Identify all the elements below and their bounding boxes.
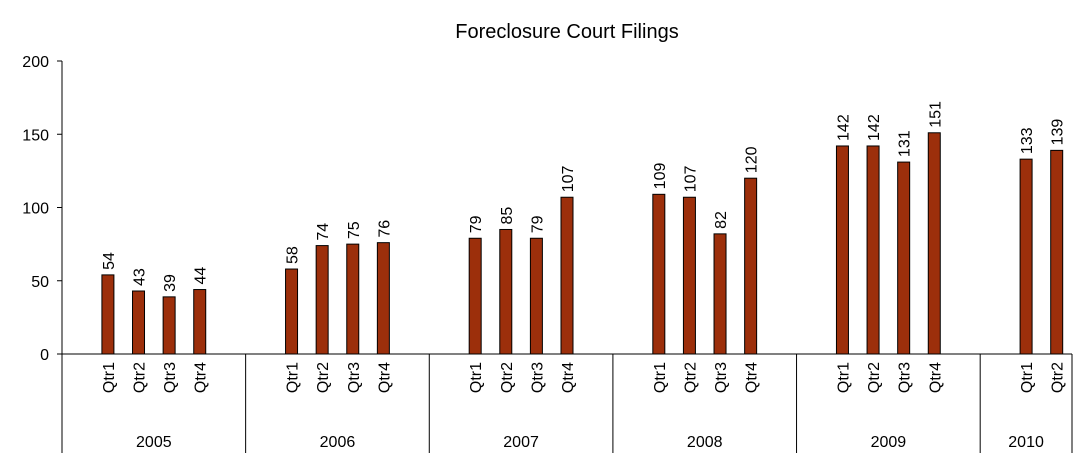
bar — [529, 237, 543, 355]
group-label: 2006 — [320, 434, 356, 451]
bar — [835, 145, 849, 355]
x-tick-label: Qtr1 — [101, 362, 118, 393]
x-tick-label: Qtr2 — [132, 362, 149, 393]
group-label: 2010 — [1008, 434, 1044, 451]
value-label: 75 — [346, 221, 363, 239]
group-label: 2008 — [687, 434, 723, 451]
bar — [315, 245, 329, 355]
bar — [162, 296, 176, 355]
x-tick-label: Qtr2 — [499, 362, 516, 393]
bar — [652, 193, 666, 355]
bar — [285, 268, 299, 355]
value-label: 139 — [1050, 119, 1067, 146]
x-tick-label: Qtr3 — [713, 362, 730, 393]
x-tick-label: Qtr1 — [835, 362, 852, 393]
group-label: 2009 — [871, 434, 907, 451]
x-tick-label: Qtr4 — [744, 362, 761, 393]
value-label: 79 — [468, 215, 485, 233]
value-label: 120 — [744, 146, 761, 173]
x-tick-label: Qtr4 — [560, 362, 577, 393]
x-tick-label: Qtr4 — [376, 362, 393, 393]
value-label: 58 — [285, 246, 302, 264]
bar — [1050, 149, 1064, 355]
bar — [927, 132, 941, 355]
x-tick-label: Qtr2 — [866, 362, 883, 393]
value-label: 107 — [682, 165, 699, 192]
x-tick-label: Qtr1 — [285, 362, 302, 393]
y-tick-label: 200 — [22, 54, 49, 71]
bar — [682, 196, 696, 355]
group-label: 2005 — [136, 434, 172, 451]
x-tick-label: Qtr1 — [652, 362, 669, 393]
bar — [1019, 158, 1033, 355]
value-label: 39 — [162, 274, 179, 292]
bar — [499, 228, 513, 355]
chart-title: Foreclosure Court Filings — [455, 21, 678, 43]
value-label: 44 — [193, 267, 210, 285]
x-tick-label: Qtr3 — [346, 362, 363, 393]
value-label: 79 — [529, 215, 546, 233]
bar — [193, 289, 207, 355]
y-tick-label: 50 — [31, 274, 49, 291]
x-tick-label: Qtr4 — [927, 362, 944, 393]
y-tick-label: 100 — [22, 201, 49, 218]
value-label: 54 — [101, 252, 118, 270]
y-tick-label: 0 — [40, 347, 49, 364]
x-tick-label: Qtr1 — [468, 362, 485, 393]
bar — [101, 274, 115, 355]
x-tick-label: Qtr4 — [193, 362, 210, 393]
x-tick-label: Qtr3 — [162, 362, 179, 393]
x-tick-label: Qtr3 — [897, 362, 914, 393]
bar — [866, 145, 880, 355]
x-tick-label: Qtr3 — [529, 362, 546, 393]
bar — [132, 290, 146, 355]
y-tick-label: 150 — [22, 127, 49, 144]
group-label: 2007 — [503, 434, 539, 451]
value-label: 82 — [713, 211, 730, 229]
value-label: 131 — [897, 130, 914, 157]
bar — [560, 196, 574, 355]
x-tick-label: Qtr2 — [682, 362, 699, 393]
bar — [897, 161, 911, 355]
value-label: 133 — [1019, 127, 1036, 154]
value-label: 43 — [132, 268, 149, 286]
value-label: 74 — [315, 223, 332, 241]
value-label: 107 — [560, 165, 577, 192]
value-label: 142 — [866, 114, 883, 141]
value-label: 151 — [927, 101, 944, 128]
value-label: 76 — [376, 220, 393, 238]
value-label: 109 — [652, 163, 669, 190]
value-label: 85 — [499, 207, 516, 225]
bar — [376, 242, 390, 355]
bar — [468, 237, 482, 355]
x-tick-label: Qtr2 — [1050, 362, 1067, 393]
bar — [713, 233, 727, 355]
bar — [346, 243, 360, 355]
x-tick-label: Qtr1 — [1019, 362, 1036, 393]
bar — [744, 177, 758, 355]
value-label: 142 — [835, 114, 852, 141]
x-tick-label: Qtr2 — [315, 362, 332, 393]
